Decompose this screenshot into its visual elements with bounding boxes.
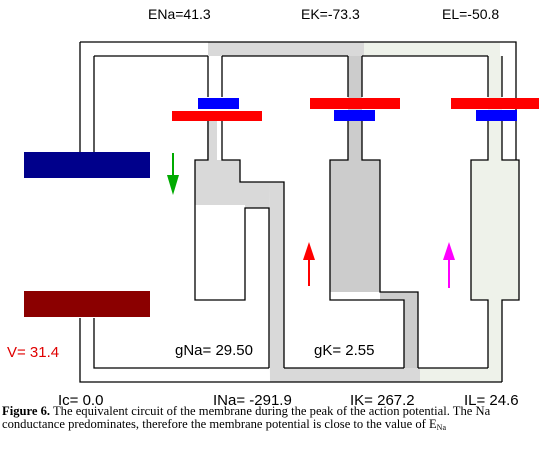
l-reversal-potential: EL=-50.8 (442, 6, 499, 22)
figure-label: Figure 6. (2, 404, 51, 418)
membrane-voltage: V= 31.4 (7, 344, 59, 361)
circuit-wires (79, 41, 520, 383)
k-current-fill (330, 56, 418, 368)
na-current: INa= -291.9 (213, 392, 292, 409)
k-reversal-potential: EK=-73.3 (301, 6, 360, 22)
capacitor-top-plate (24, 152, 150, 178)
arrow-up-icon (443, 242, 455, 288)
k-current: IK= 267.2 (350, 392, 415, 409)
l-battery (451, 98, 539, 121)
k-conductance: gK= 2.55 (314, 342, 374, 359)
na-battery (172, 98, 262, 121)
l-current: IL= 24.6 (464, 392, 519, 409)
arrow-up-icon (303, 242, 315, 286)
caption-subscript: Na (436, 423, 446, 432)
figure-caption: Figure 6. The equivalent circuit of the … (2, 404, 537, 432)
na-reversal-potential: ENa=41.3 (148, 6, 211, 22)
l-current-fill (364, 42, 519, 382)
na-current-fill (195, 42, 420, 382)
capacitive-current: Ic= 0.0 (58, 392, 103, 409)
k-battery (310, 98, 400, 121)
na-conductance: gNa= 29.50 (175, 342, 253, 359)
arrow-down-icon (167, 153, 179, 195)
capacitor-bottom-plate (24, 291, 150, 317)
caption-text: The equivalent circuit of the membrane d… (2, 404, 491, 431)
